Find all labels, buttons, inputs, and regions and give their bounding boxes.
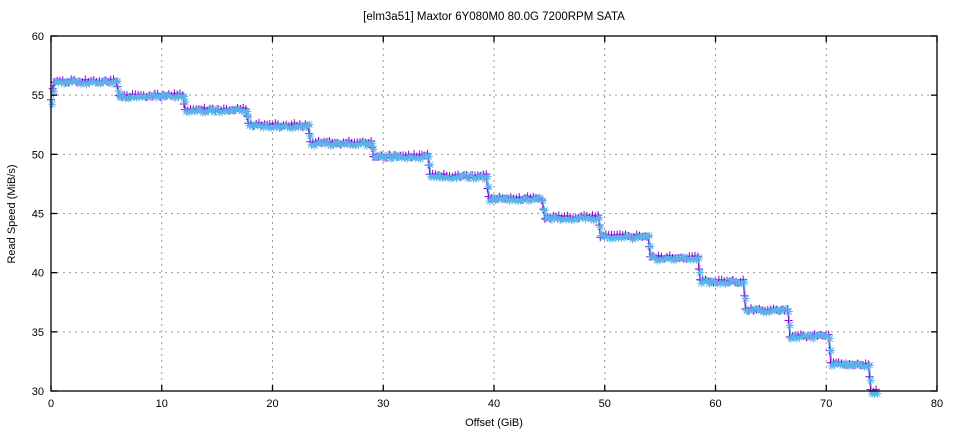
- y-tick-label: 35: [32, 327, 44, 339]
- x-tick-label: 60: [709, 398, 721, 410]
- axis-layer: [50, 35, 938, 392]
- data-point-markers: [48, 76, 882, 398]
- x-tick-label: 40: [488, 398, 500, 410]
- y-tick-label: 30: [32, 386, 44, 398]
- tick-label-layer: 0 10 20 30 40 50 60 70 80 30 35 40 45 50 55 60: [32, 31, 943, 410]
- y-tick-label: 45: [32, 209, 44, 221]
- x-tick-label: 20: [266, 398, 278, 410]
- y-tick-label: 60: [32, 31, 44, 43]
- y-tick-label: 40: [32, 268, 44, 280]
- x-tick-label: 0: [48, 398, 54, 410]
- x-tick-label: 30: [377, 398, 389, 410]
- y-tick-label: 55: [32, 90, 44, 102]
- x-tick-label: 80: [931, 398, 943, 410]
- data-series-series-2: [48, 76, 882, 398]
- x-tick-label: 10: [156, 398, 168, 410]
- x-tick-label: 70: [820, 398, 832, 410]
- chart-title: [elm3a51] Maxtor 6Y080M0 80.0G 7200RPM S…: [363, 11, 625, 23]
- x-axis-label: Offset (GiB): [465, 417, 523, 429]
- y-tick-label: 50: [32, 149, 44, 161]
- y-axis-label: Read Speed (MiB/s): [6, 164, 18, 263]
- x-tick-label: 50: [599, 398, 611, 410]
